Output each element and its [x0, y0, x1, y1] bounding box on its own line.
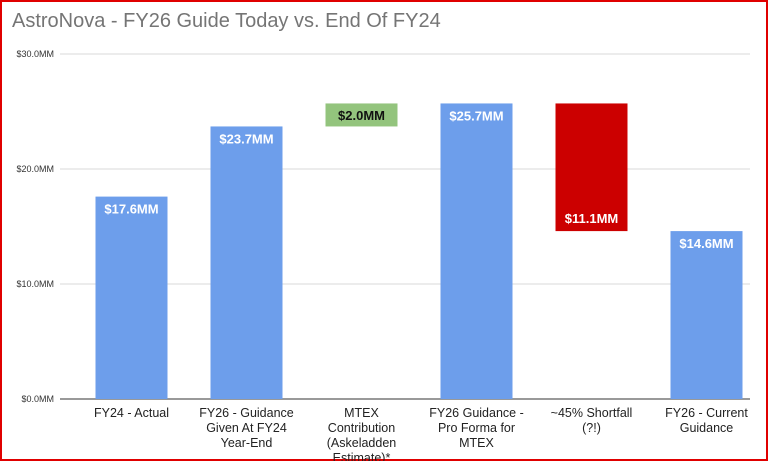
- x-tick-label: Estimate)*: [333, 451, 391, 461]
- x-tick-label: Contribution: [328, 421, 395, 435]
- bar-total: [210, 126, 283, 399]
- data-label: $23.7MM: [219, 131, 273, 146]
- x-tick-label: FY24 - Actual: [94, 406, 169, 420]
- bar-total: [95, 196, 168, 399]
- x-tick-label: FY26 Guidance -: [429, 406, 524, 420]
- data-label: $11.1MM: [565, 211, 618, 226]
- x-tick-label: (Askeladden: [327, 436, 397, 450]
- x-tick-label: MTEX: [459, 436, 494, 450]
- x-tick-label: Given At FY24: [206, 421, 287, 435]
- x-tick-label: ~45% Shortfall: [551, 406, 633, 420]
- x-tick-label: FY26 - Guidance: [199, 406, 294, 420]
- x-tick-label: Year-End: [221, 436, 273, 450]
- bar-decrease: [555, 103, 628, 232]
- y-tick-label: $10.0MM: [16, 279, 54, 289]
- data-label: $2.0MM: [338, 108, 385, 123]
- y-tick-label: $0.0MM: [21, 394, 54, 404]
- y-tick-label: $20.0MM: [16, 164, 54, 174]
- x-tick-label: (?!): [582, 421, 601, 435]
- x-tick-label: FY26 - Current: [665, 406, 748, 420]
- data-label: $14.6MM: [679, 236, 733, 251]
- data-label: $17.6MM: [104, 202, 158, 217]
- x-tick-label: Pro Forma for: [438, 421, 515, 435]
- bar-total: [440, 103, 513, 399]
- y-tick-label: $30.0MM: [16, 49, 54, 59]
- x-tick-label: MTEX: [344, 406, 379, 420]
- bar-total: [670, 231, 743, 399]
- x-tick-label: Guidance: [680, 421, 734, 435]
- data-label: $25.7MM: [449, 108, 503, 123]
- bar-increase: [325, 103, 398, 127]
- chart-title: AstroNova - FY26 Guide Today vs. End Of …: [12, 10, 441, 32]
